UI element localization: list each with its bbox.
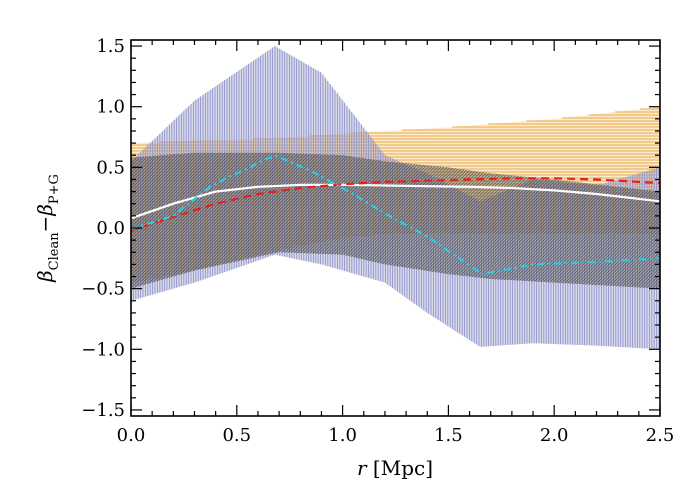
x-tick-label: 0.5 [222, 425, 251, 446]
x-tick-label: 2.0 [540, 425, 569, 446]
x-axis-variable: r [357, 456, 368, 480]
y-axis-minus: − [33, 216, 57, 233]
y-axis-title: βClean−βP+G [33, 174, 62, 283]
plot-area [131, 46, 660, 350]
y-axis-sub-pg: P+G [47, 174, 62, 204]
y-tick-label: 1.5 [96, 36, 125, 57]
series-line-0 [131, 183, 660, 220]
band-0-hatch [131, 108, 660, 281]
x-tick-label: 1.5 [434, 425, 463, 446]
y-tick-label: −1.5 [81, 400, 125, 421]
y-tick-label: −0.5 [81, 279, 125, 300]
y-axis-beta-2: β [33, 204, 57, 217]
y-axis: −1.5 −1.0 −0.5 0.0 0.5 1.0 1.5 [81, 36, 660, 421]
y-tick-label: 0.5 [96, 157, 125, 178]
y-axis-sub-clean: Clean [47, 232, 62, 271]
series-line-1 [131, 177, 660, 232]
x-tick-label: 0.0 [117, 425, 146, 446]
y-axis-beta-1: β [33, 270, 57, 283]
x-axis-unit: [Mpc] [373, 456, 433, 480]
x-axis-title: r [Mpc] [357, 456, 433, 480]
y-tick-label: 1.0 [96, 97, 125, 118]
x-tick-label: 1.0 [328, 425, 357, 446]
x-axis: 0.0 0.5 1.0 1.5 2.0 2.5 [117, 40, 675, 446]
series-line-2 [131, 153, 660, 276]
y-tick-label: −1.0 [81, 339, 125, 360]
y-tick-label: 0.0 [96, 218, 125, 239]
x-tick-label: 2.5 [646, 425, 675, 446]
